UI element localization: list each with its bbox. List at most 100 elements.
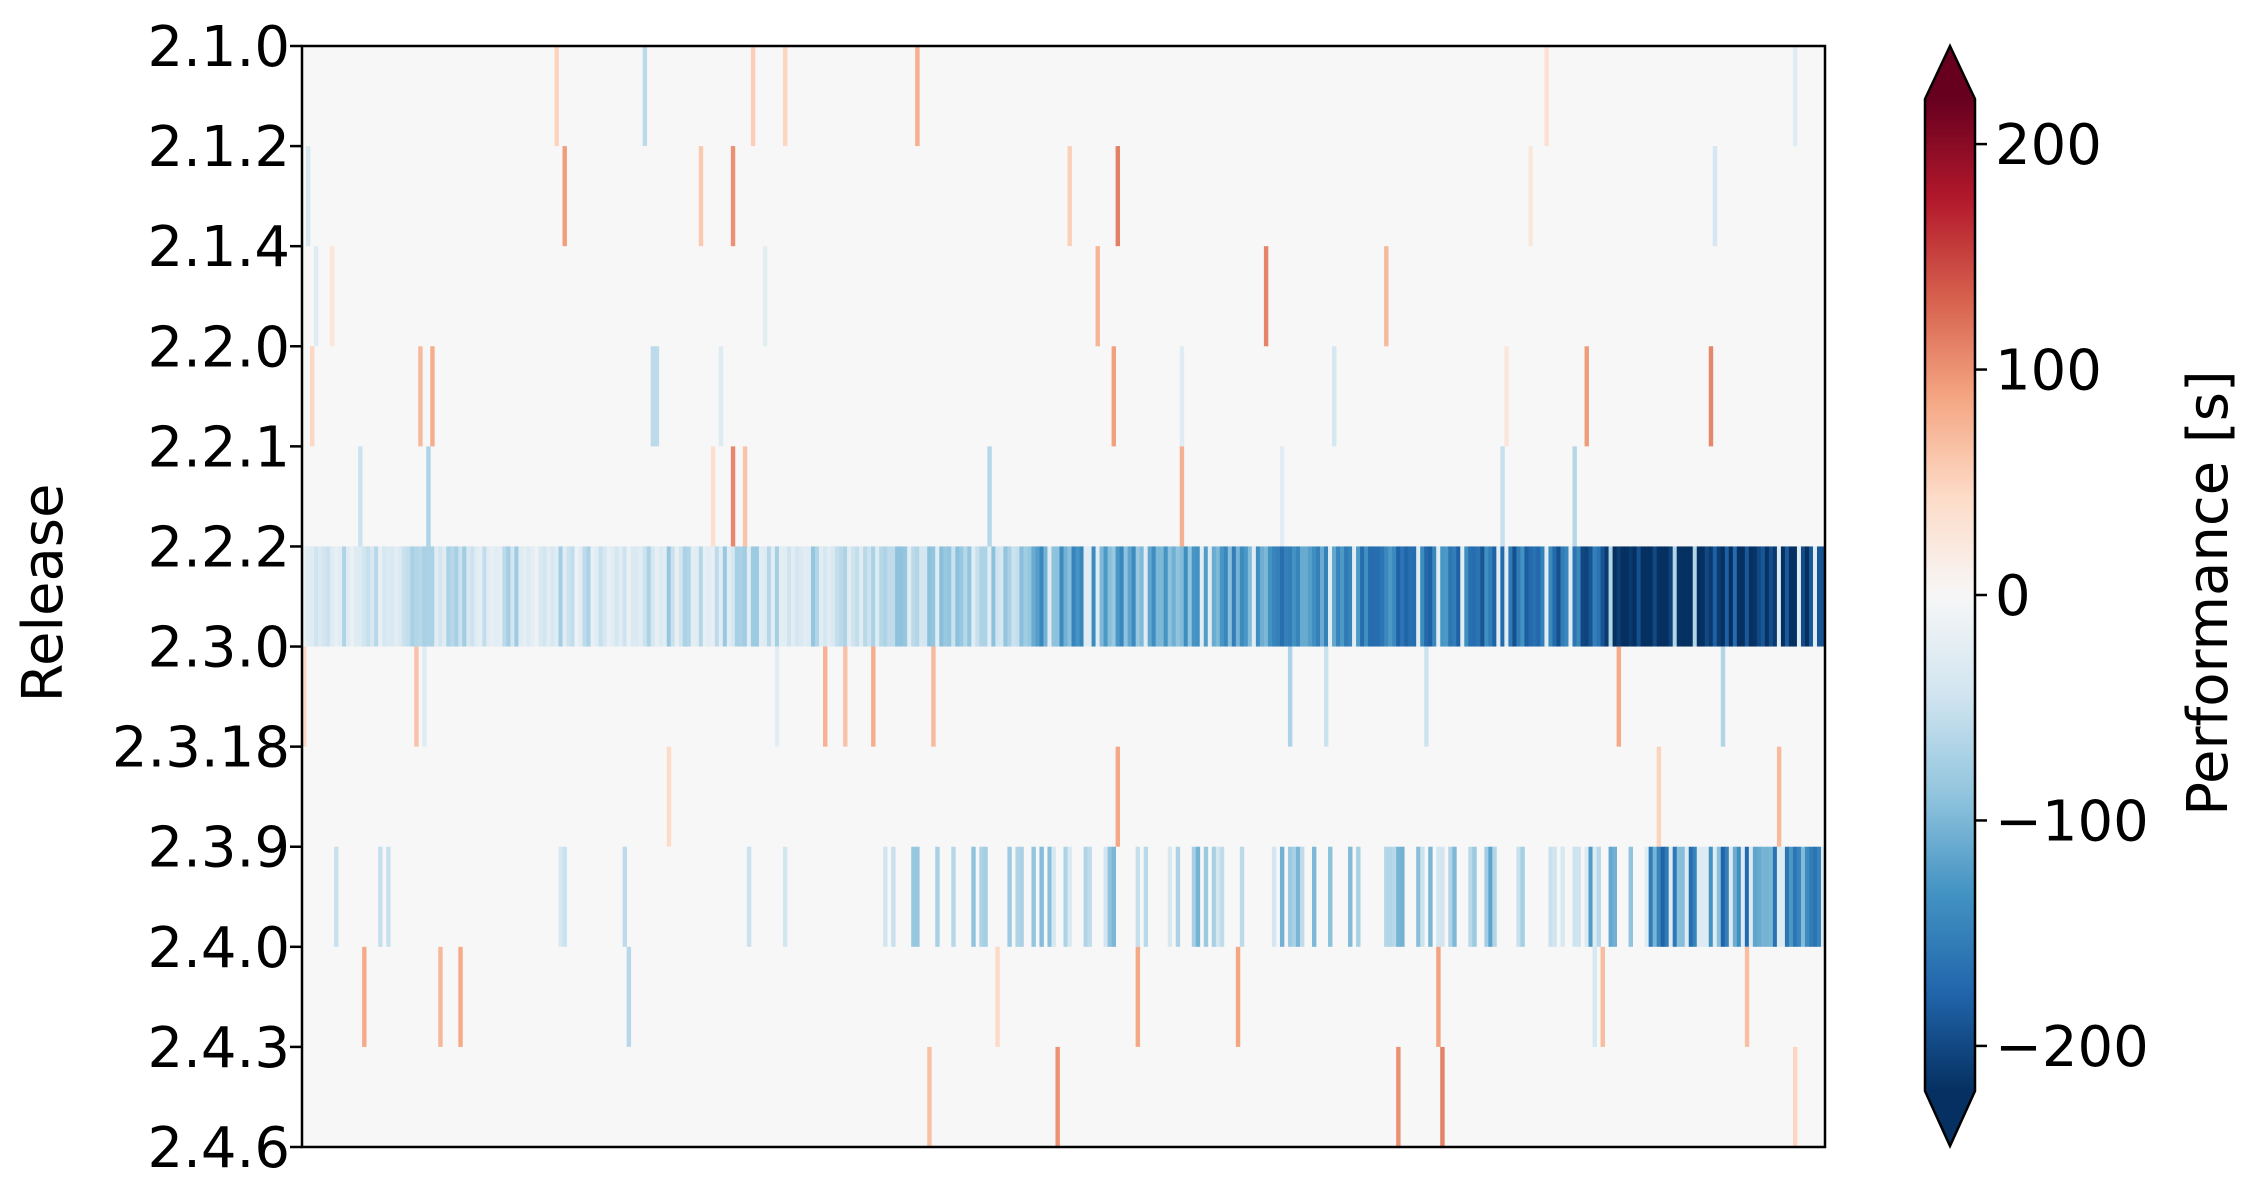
heatmap-cell xyxy=(534,546,539,648)
heatmap-cell xyxy=(1752,846,1758,948)
heatmap-cell xyxy=(750,546,756,648)
heatmap-cell xyxy=(1023,546,1028,648)
heatmap-cell xyxy=(1740,546,1746,648)
heatmap-cell xyxy=(1364,546,1369,648)
heatmap-cell xyxy=(490,546,495,648)
heatmap-cell xyxy=(1536,546,1541,648)
heatmap-cell xyxy=(1175,546,1181,648)
y-axis-label: Release xyxy=(11,484,76,703)
heatmap-cell xyxy=(1320,546,1325,648)
heatmap-cell xyxy=(722,546,728,648)
heatmap-cell xyxy=(430,346,435,447)
heatmap-cell xyxy=(1792,46,1798,147)
heatmap-cell xyxy=(1596,846,1601,948)
heatmap-cell xyxy=(1820,546,1826,648)
heatmap-cell xyxy=(1107,846,1112,948)
heatmap-cell xyxy=(602,546,607,648)
colorbar-label: Performance [s] xyxy=(2176,370,2241,816)
heatmap-cell xyxy=(1568,546,1573,648)
heatmap-cell xyxy=(1135,946,1141,1048)
heatmap-cell xyxy=(506,546,511,648)
heatmap-cell xyxy=(626,546,632,648)
heatmap-cell xyxy=(1760,546,1766,648)
heatmap-cell xyxy=(1031,546,1036,648)
heatmap-cell xyxy=(951,846,956,948)
heatmap-cell xyxy=(1243,546,1249,648)
heatmap-cell xyxy=(1712,546,1718,648)
heatmap-cell xyxy=(1736,846,1742,948)
heatmap-cell xyxy=(1504,346,1509,447)
heatmap-cell xyxy=(546,546,551,648)
heatmap-cell xyxy=(378,846,383,948)
heatmap-cell xyxy=(1584,846,1589,948)
heatmap-cell xyxy=(1067,146,1072,247)
heatmap-cell xyxy=(438,546,443,648)
heatmap-cell xyxy=(939,546,944,648)
heatmap-cell xyxy=(1424,546,1429,648)
heatmap-cell xyxy=(1796,846,1802,948)
heatmap-cell xyxy=(1556,546,1561,648)
heatmap-cell xyxy=(823,646,828,748)
heatmap-cell xyxy=(1111,846,1116,948)
colorbar-tick-label: −100 xyxy=(1995,789,2149,854)
heatmap-cell xyxy=(554,46,559,147)
heatmap-cell xyxy=(482,546,487,648)
heatmap-cell xyxy=(1460,546,1465,648)
heatmap-cell xyxy=(1528,146,1533,247)
heatmap-cell xyxy=(1239,546,1245,648)
heatmap-cell xyxy=(1015,846,1020,948)
heatmap-cell xyxy=(1572,846,1577,948)
heatmap-cell xyxy=(883,546,888,648)
heatmap-cell xyxy=(1416,546,1421,648)
heatmap-cell xyxy=(1051,546,1056,648)
heatmap-cell xyxy=(1215,546,1221,648)
heatmap-cell xyxy=(662,546,668,648)
colorbar-max-extension xyxy=(1925,46,1975,99)
heatmap-cell xyxy=(1512,546,1517,648)
heatmap-cell xyxy=(782,846,788,948)
heatmap-cell xyxy=(1800,846,1806,948)
heatmap-cell xyxy=(1303,546,1309,648)
heatmap-cell xyxy=(847,546,852,648)
heatmap-cell xyxy=(1115,146,1121,247)
heatmap-cell xyxy=(1263,246,1269,347)
heatmap-cell xyxy=(935,546,940,648)
heatmap-cell xyxy=(770,546,776,648)
heatmap-cell xyxy=(1111,346,1116,447)
heatmap-cell xyxy=(1027,546,1032,648)
colorbar-tick-label: 0 xyxy=(1995,564,2031,629)
heatmap-cell xyxy=(1384,546,1389,648)
heatmap-cell xyxy=(1764,846,1770,948)
heatmap-cell xyxy=(402,546,407,648)
heatmap-cell xyxy=(1660,846,1666,948)
heatmap-cell xyxy=(1736,546,1742,648)
heatmap-cell xyxy=(903,546,908,648)
heatmap-cell xyxy=(1071,546,1076,648)
heatmap-cell xyxy=(742,546,748,648)
heatmap-cell xyxy=(1007,846,1012,948)
heatmap-cell xyxy=(422,546,427,648)
heatmap-cell xyxy=(1500,546,1505,648)
heatmap-cell xyxy=(702,546,708,648)
heatmap-cell xyxy=(782,546,788,648)
heatmap-cell xyxy=(1488,546,1493,648)
heatmap-cell xyxy=(1492,846,1497,948)
heatmap-cell xyxy=(1151,546,1157,648)
heatmap-cell xyxy=(895,546,900,648)
heatmap-cell xyxy=(1211,846,1217,948)
heatmap-cell xyxy=(1656,846,1662,948)
heatmap-cell xyxy=(726,546,732,648)
heatmap-cell xyxy=(819,546,824,648)
heatmap-cell xyxy=(362,946,367,1048)
colorbar-tick-label: 100 xyxy=(1995,339,2102,404)
heatmap-cell xyxy=(1295,546,1301,648)
heatmap-cell xyxy=(1748,546,1754,648)
heatmap-cell xyxy=(1516,846,1521,948)
heatmap-cell xyxy=(1047,846,1052,948)
heatmap-cell xyxy=(1664,846,1670,948)
heatmap-cell xyxy=(694,546,700,648)
heatmap-cell xyxy=(1756,846,1762,948)
heatmap-cell xyxy=(883,846,888,948)
heatmap-cell xyxy=(835,546,840,648)
heatmap-cell xyxy=(1396,846,1401,948)
